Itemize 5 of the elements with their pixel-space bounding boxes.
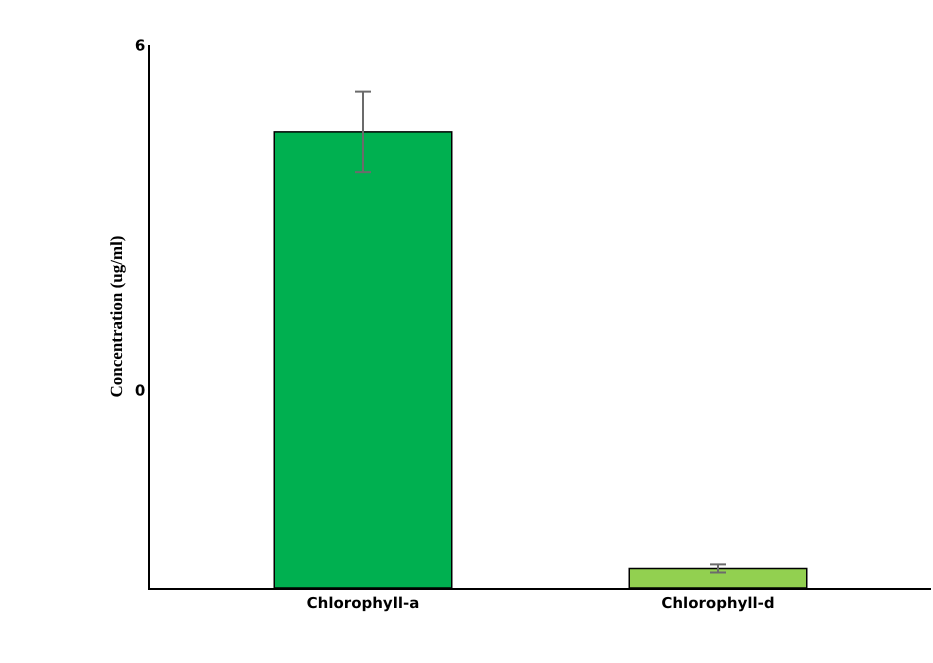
x-tick-label: Chlorophyll-d [661, 594, 775, 612]
y-axis-title: Concentration (ug/ml) [106, 236, 126, 398]
y-tick-label: 0 [134, 381, 146, 400]
y-tick-label: 6 [134, 36, 146, 54]
x-tick-label: Chlorophyll-a [306, 594, 420, 612]
